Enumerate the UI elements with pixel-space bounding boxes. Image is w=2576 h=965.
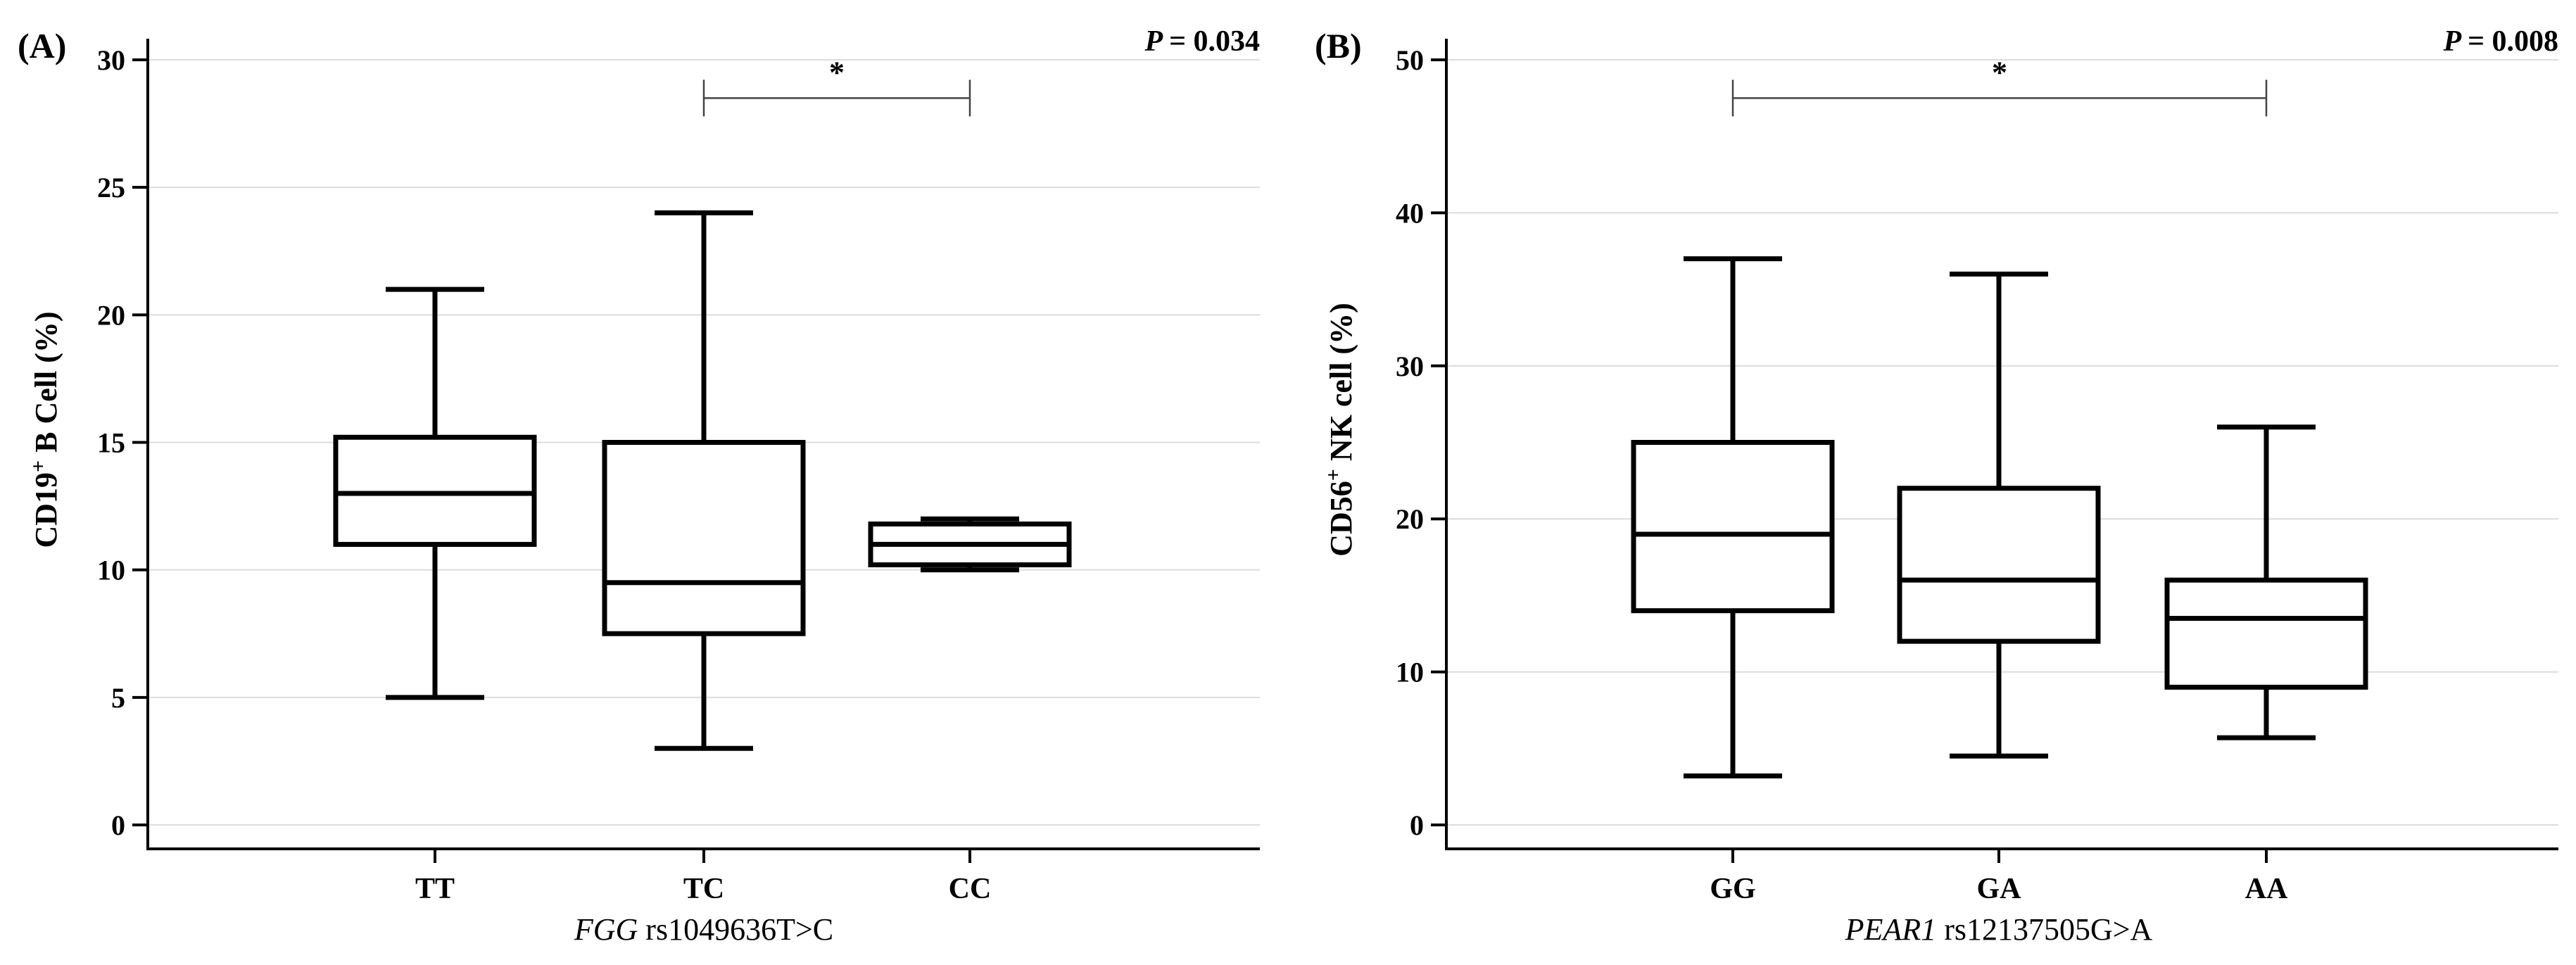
x-tick-label: TT: [415, 873, 455, 905]
box-iqr: [1631, 440, 1835, 614]
x-tick-label: AA: [2245, 873, 2288, 905]
box-GG: [1631, 256, 1835, 778]
y-axis-title-sup: +: [1322, 469, 1345, 481]
panel-label: (B): [1315, 26, 1362, 65]
y-axis-title-main: CD56: [1324, 481, 1358, 557]
p-value-number: = 0.034: [1169, 25, 1260, 58]
box-GA: [1897, 271, 2101, 759]
x-axis-title: FGG rs1049636T>C: [574, 912, 833, 947]
box-TC: [602, 210, 806, 751]
y-tick-label: 25: [97, 172, 125, 203]
box-iqr: [1897, 486, 2101, 644]
p-value-symbol: P: [2442, 25, 2468, 58]
y-axis-title-sup: +: [27, 460, 50, 472]
y-tick-label: 0: [1410, 809, 1424, 841]
x-axis-title-rest: rs1049636T>C: [638, 912, 833, 947]
y-tick-label: 15: [97, 427, 125, 459]
x-axis-title-gene: PEAR1: [1845, 912, 1937, 947]
y-tick-label: 10: [1396, 657, 1424, 688]
box-iqr: [2164, 577, 2368, 690]
x-tick-label: TC: [683, 873, 724, 905]
box-iqr: [602, 440, 806, 636]
panel-a: 0 5 10 15 20 25 30 TT TC CC * (A) P = 0.034 CD19+ B C…: [18, 25, 1260, 947]
y-axis-title: CD56+ NK cell (%): [1322, 303, 1359, 556]
y-tick-label: 30: [1396, 351, 1424, 382]
y-tick-label: 5: [111, 682, 125, 714]
y-axis-title-rest: NK cell (%): [1324, 303, 1358, 469]
x-tick-label: CC: [949, 873, 992, 905]
box-TT: [333, 286, 537, 700]
p-value: P = 0.034: [1144, 25, 1260, 58]
p-value: P = 0.008: [2442, 25, 2558, 58]
significance-bracket: *: [702, 55, 971, 117]
significance-star: *: [829, 55, 845, 89]
y-tick-label: 30: [97, 44, 125, 76]
x-axis-title-rest: rs12137505G>A: [1936, 912, 2152, 947]
box-iqr: [333, 434, 537, 547]
x-tick-label: GG: [1710, 873, 1755, 905]
y-tick-label: 20: [1396, 503, 1424, 535]
y-tick-label: 40: [1396, 197, 1424, 229]
p-value-symbol: P: [1144, 25, 1169, 58]
p-value-number: = 0.008: [2468, 25, 2558, 58]
y-tick-label: 0: [111, 809, 125, 841]
x-tick-label: GA: [1977, 873, 2022, 905]
panel-b: 0 10 20 30 40 50 GG GA AA * (B) P = 0.008 CD56+ NK c…: [1315, 25, 2558, 947]
y-tick-label: 50: [1396, 44, 1424, 76]
y-axis-title: CD19+ B Cell (%): [27, 311, 64, 548]
box-AA: [2164, 424, 2368, 740]
y-axis-title-main: CD19: [29, 472, 63, 548]
x-axis-title-gene: FGG: [574, 912, 638, 947]
y-axis-title-rest: B Cell (%): [29, 311, 63, 460]
panel-label: (A): [18, 26, 66, 65]
x-axis-title: PEAR1 rs12137505G>A: [1845, 912, 2153, 947]
significance-bracket: *: [1731, 55, 2268, 117]
box-CC: [868, 516, 1072, 573]
y-tick-label: 10: [97, 555, 125, 586]
y-tick-label: 20: [97, 299, 125, 331]
significance-star: *: [1992, 55, 2007, 89]
